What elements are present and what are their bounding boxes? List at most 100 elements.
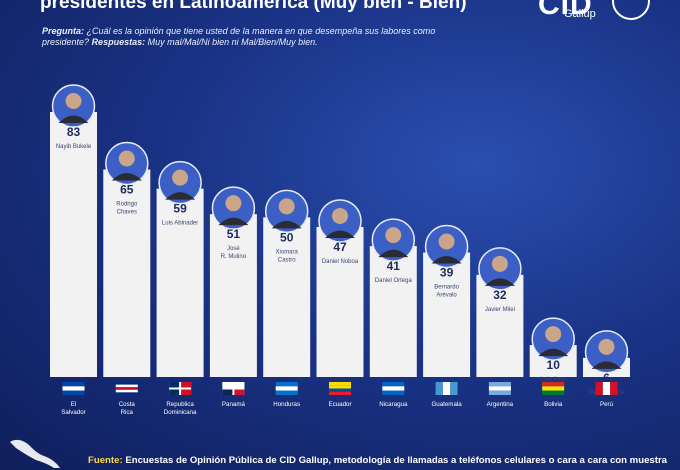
flag-icon [329,382,351,395]
portrait-head [65,93,82,109]
leader-name: Daniel Noboa [322,259,359,265]
leader-name: Arévalo [436,292,457,298]
portrait-body [591,361,622,369]
portrait-head [545,326,562,343]
flag-stripe [115,384,138,388]
country-label: Nicaragua [379,401,408,408]
leader-name: Nayib Bukele [56,144,92,150]
country-label: Salvador [61,409,85,416]
leader-name: Chaves [117,209,137,215]
portrait-body [271,220,302,229]
country-label: Argentina [487,401,514,408]
portrait-head [332,207,348,224]
map-decoration-icon [10,439,60,468]
cid-gallup-logo: CID Gallup [536,0,650,32]
country-label: Perú [600,401,614,408]
portrait-body [431,255,462,264]
flag-stripe [488,386,511,391]
flag-stripe [542,386,565,391]
flag-stripe [329,385,351,389]
flag-icon [169,382,192,395]
country-label: Republica [166,401,194,408]
leader-name: R. Mulino [221,254,247,260]
country-label: Dominicana [164,409,197,416]
portrait-body [484,278,515,286]
flag-icon [275,382,298,395]
flag-stripe [115,382,138,385]
leader-name: Rodrigo [116,201,138,207]
leader-name: Luis Arce [541,377,566,383]
portrait-head [278,198,295,215]
flag-stripe [222,382,233,388]
bar-group: 51 José R. Mulino Panamá [209,186,257,408]
bar-value: 65 [120,182,134,196]
flag-stripe [382,390,405,395]
bar-value: 47 [333,240,347,254]
flag-stripe [602,382,611,395]
portrait-head [438,233,455,250]
bar [263,217,311,377]
flag-stripe [234,389,245,395]
bar-value: 41 [387,259,401,273]
portrait-body [218,217,249,226]
flag-stripe [542,390,565,395]
flag-stripe [329,391,351,395]
bar-group: 47 Daniel Noboa Ecuador [316,199,364,408]
bar [423,252,471,377]
leader-name: Castro [278,257,296,263]
flag-stripe [275,386,298,391]
flag-icon [542,382,565,395]
flag-icon [222,382,245,395]
flag-icon [382,382,405,395]
flag-stripe [222,389,233,395]
flag-icon [488,382,511,395]
bar [369,246,417,377]
source-label: Fuente: [88,455,123,466]
bar-value: 51 [227,227,241,241]
flag-stripe [442,382,451,395]
country-label: El [71,401,77,408]
portrait-head [118,150,135,167]
bar-group: 41 Daniel Ortega Nicaragua [369,218,417,408]
flag-stripe [435,382,443,395]
flag-stripe [542,382,565,387]
portrait-body [378,249,409,258]
country-label: Costa [119,401,136,408]
source-text: Encuestas de Opinión Pública de CID Gall… [125,455,668,466]
answers-body: Muy mal/Mal/Ni bien ni Mal/Bien/Muy bien… [147,37,318,47]
flag-stripe [275,390,298,395]
bar-group: 10 Luis Arce Bolivia [529,317,577,408]
bar-group: 39 Bernardo Arévalo Guatemala [423,224,471,408]
flag-stripe [450,382,458,395]
flag-stripe [169,389,180,395]
flag-stripe [115,387,138,390]
bar-value: 39 [440,265,454,279]
portrait-body [538,348,569,357]
portrait-head [225,195,242,212]
leader-name: Bernardo [434,284,459,290]
leader-name: Xiomara [276,249,299,255]
country-label: Ecuador [328,401,351,408]
country-label: Bolivia [544,401,563,408]
flag-stripe [382,386,405,391]
bar [50,112,97,377]
flag-stripe [329,382,351,386]
flag-icon [595,382,618,395]
portrait-head [491,255,508,272]
flag-stripe [595,382,603,395]
bar-value: 10 [547,358,561,372]
flag-icon [435,382,458,395]
flag-stripe [610,382,618,395]
country-label: Panamá [222,401,246,408]
portrait-head [385,227,402,244]
portrait-head [172,169,189,186]
leader-name: Luis Abinader [162,221,198,227]
flag-stripe [488,382,511,387]
answers-label: Respuestas: [91,37,146,47]
flag-stripe [382,382,405,387]
question-label: Pregunta: [42,26,85,36]
